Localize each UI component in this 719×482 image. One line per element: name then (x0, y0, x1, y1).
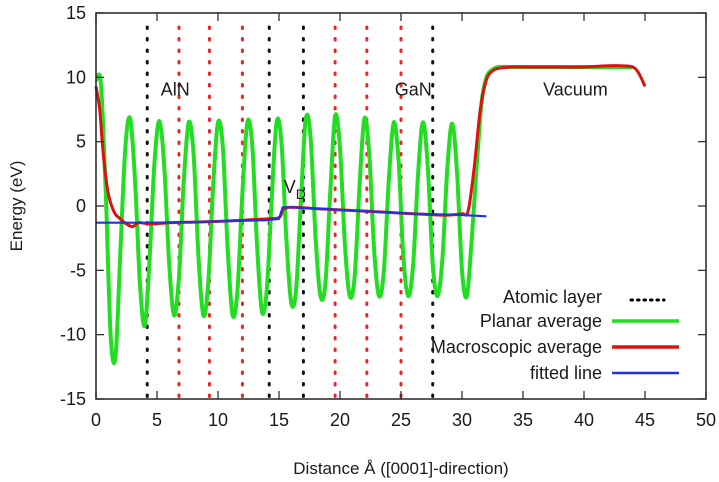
y-tick-label: 10 (66, 67, 86, 87)
annotation-subscript: D (296, 186, 306, 202)
y-tick-label: 0 (76, 196, 86, 216)
axis-ticks: 0 5 10 15 20 25 30 35 40 45 50 -15 -10 -5 0 5 10 15 (60, 3, 716, 430)
annotation-aln: AlN (161, 79, 190, 99)
legend-label-planar-average: Planar average (480, 311, 602, 331)
y-tick-label: 15 (66, 3, 86, 23)
planar-average-line (94, 64, 633, 365)
legend-label-macroscopic-average: Macroscopic average (431, 337, 602, 357)
x-axis-label: Distance Å ([0001]-direction) (293, 459, 508, 478)
legend: Atomic layer Planar average Macroscopic av… (431, 287, 679, 383)
y-tick-label: -5 (70, 260, 86, 280)
x-tick-label: 35 (513, 410, 533, 430)
x-tick-label: 20 (330, 410, 350, 430)
y-tick-label: 5 (76, 132, 86, 152)
x-tick-label: 5 (152, 410, 162, 430)
x-tick-label: 30 (452, 410, 472, 430)
x-tick-label: 15 (269, 410, 289, 430)
y-tick-label: -10 (60, 325, 86, 345)
fitted-line-line (96, 206, 487, 224)
x-tick-label: 50 (696, 410, 716, 430)
annotation-vacuum: Vacuum (543, 79, 608, 99)
x-tick-label: 45 (635, 410, 655, 430)
x-tick-label: 40 (574, 410, 594, 430)
x-tick-label: 25 (391, 410, 411, 430)
y-tick-label: -15 (60, 389, 86, 409)
series-lines (94, 64, 647, 365)
y-axis-label: Energy (eV) (7, 161, 26, 252)
annotation-gan: GaN (395, 79, 432, 99)
x-tick-label: 10 (208, 410, 228, 430)
x-tick-label: 0 (91, 410, 101, 430)
legend-label-atomic-layer: Atomic layer (503, 287, 602, 307)
legend-label-fitted-line: fitted line (530, 363, 602, 383)
